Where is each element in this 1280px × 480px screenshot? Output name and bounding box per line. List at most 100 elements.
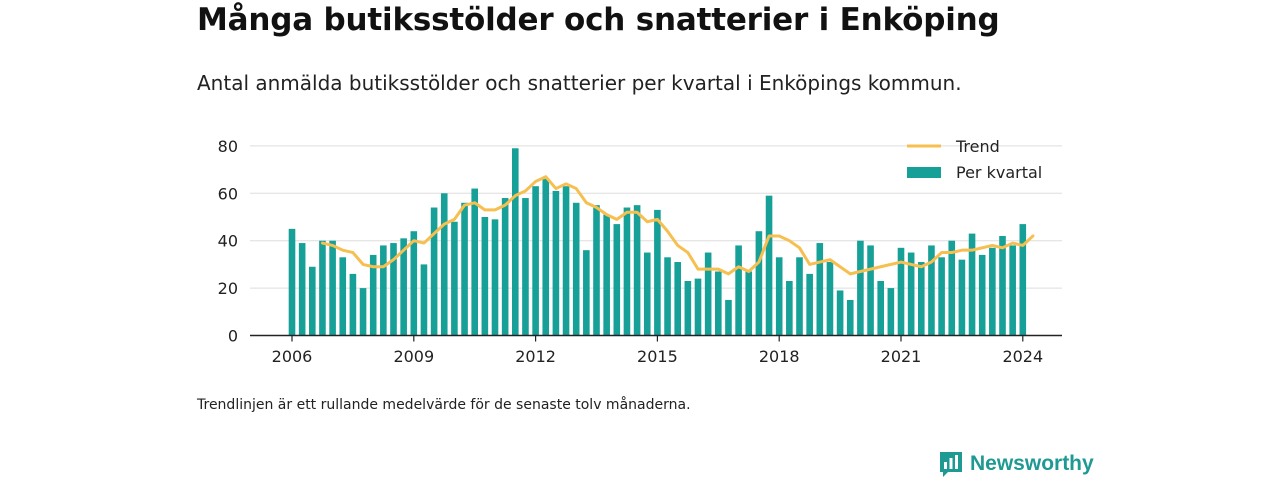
bar-13 — [420, 264, 428, 336]
bar-22 — [512, 148, 519, 336]
bar-15 — [440, 193, 448, 336]
bar-56 — [857, 240, 864, 336]
bar-63 — [928, 245, 935, 336]
bar-60 — [897, 247, 905, 336]
newsworthy-logo-icon — [940, 452, 962, 477]
bar-11 — [400, 238, 407, 336]
bar-54 — [836, 290, 844, 336]
bar-46 — [755, 231, 763, 336]
bar-20 — [491, 219, 499, 336]
bar-12 — [410, 231, 418, 336]
bar-27 — [562, 186, 570, 336]
bar-47 — [765, 195, 773, 336]
bar-70 — [999, 235, 1006, 336]
bar-21 — [501, 198, 509, 336]
bar-71 — [1009, 245, 1016, 336]
bar-55 — [846, 299, 854, 336]
x-tick-label-2024: 2024 — [1002, 347, 1043, 366]
y-axis-ticks: 0 20 40 60 80 — [218, 137, 238, 346]
bar-50 — [796, 257, 803, 336]
bar-7 — [359, 288, 367, 336]
bar-10 — [390, 243, 397, 336]
bar-6 — [349, 273, 357, 336]
bar-43 — [725, 299, 732, 336]
bar-62 — [918, 262, 925, 336]
bar-3 — [319, 240, 326, 336]
brand: Newsworthy — [938, 450, 1094, 478]
bar-67 — [968, 233, 976, 336]
legend-bar-swatch — [907, 167, 941, 178]
bar-4 — [329, 240, 336, 336]
y-tick-label-0: 0 — [228, 327, 238, 346]
bar-25 — [542, 179, 550, 336]
bar-29 — [583, 250, 590, 336]
bar-41 — [704, 252, 712, 336]
bar-series — [288, 148, 1027, 336]
trend-line — [320, 175, 1035, 276]
x-tick-label-2015: 2015 — [637, 347, 678, 366]
legend-trend-label: Trend — [955, 137, 1000, 156]
y-tick-label-80: 80 — [218, 137, 238, 156]
bar-2 — [309, 266, 316, 336]
bar-61 — [907, 252, 915, 336]
bar-59 — [887, 288, 895, 336]
x-axis-ticks: 2006 2009 2012 2015 2018 2021 2024 — [272, 335, 1043, 366]
x-tick-label-2018: 2018 — [759, 347, 800, 366]
y-tick-label-20: 20 — [218, 279, 238, 298]
bar-8 — [369, 254, 377, 336]
bar-49 — [786, 280, 793, 336]
x-tick-label-2006: 2006 — [272, 347, 313, 366]
bar-40 — [694, 278, 702, 336]
bar-66 — [958, 259, 966, 336]
bar-58 — [877, 280, 884, 336]
bar-37 — [664, 257, 671, 336]
bar-51 — [806, 273, 813, 336]
bar-17 — [461, 202, 468, 336]
bar-72 — [1019, 224, 1027, 336]
bar-34 — [633, 205, 641, 336]
x-tick-label-2021: 2021 — [881, 347, 922, 366]
bar-65 — [948, 240, 956, 336]
y-tick-label-60: 60 — [218, 184, 238, 203]
bar-9 — [380, 245, 387, 336]
brand-name: Newsworthy — [970, 452, 1094, 475]
bar-38 — [674, 262, 681, 336]
bar-32 — [613, 224, 621, 336]
bar-24 — [532, 186, 539, 336]
bar-16 — [451, 221, 458, 336]
legend-bar-label: Per kvartal — [956, 163, 1042, 182]
bar-39 — [684, 280, 692, 336]
bar-5 — [339, 257, 347, 336]
bar-33 — [623, 207, 631, 336]
bar-35 — [643, 252, 651, 336]
bar-1 — [298, 243, 306, 336]
x-tick-label-2012: 2012 — [515, 347, 556, 366]
bar-0 — [288, 228, 296, 336]
bar-52 — [816, 243, 824, 336]
footnote: Trendlinjen är ett rullande medelvärde f… — [197, 397, 691, 413]
bar-69 — [989, 247, 996, 336]
bar-18 — [471, 188, 478, 336]
bar-42 — [715, 271, 722, 336]
bar-53 — [826, 262, 834, 336]
y-tick-label-40: 40 — [218, 232, 238, 251]
bar-30 — [593, 205, 600, 336]
legend: Trend Per kvartal — [907, 137, 1042, 182]
bar-44 — [735, 245, 742, 336]
bar-26 — [552, 190, 560, 336]
bar-45 — [745, 271, 753, 336]
bar-14 — [430, 207, 438, 336]
chart-subtitle: Antal anmälda butiksstölder och snatteri… — [197, 71, 962, 95]
x-tick-label-2009: 2009 — [393, 347, 434, 366]
bar-48 — [775, 257, 783, 336]
bar-68 — [978, 254, 986, 336]
bar-31 — [603, 214, 610, 336]
chart-title: Många butiksstölder och snatterier i Enk… — [197, 2, 1000, 38]
bar-23 — [522, 198, 529, 336]
bar-64 — [938, 257, 945, 336]
bar-19 — [481, 217, 489, 336]
bar-28 — [572, 202, 580, 336]
bar-57 — [867, 245, 874, 336]
bar-36 — [654, 209, 661, 336]
